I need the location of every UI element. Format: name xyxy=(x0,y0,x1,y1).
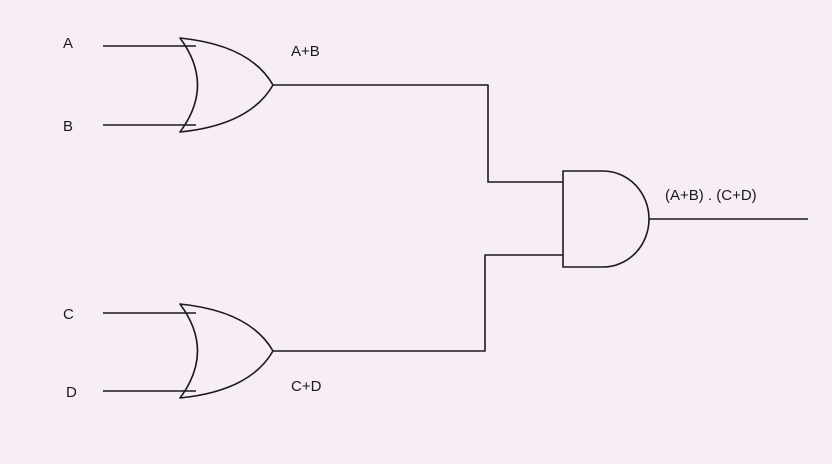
wire-or-ab-to-and xyxy=(273,84,563,183)
input-label-c: C xyxy=(63,306,74,323)
input-label-b: B xyxy=(63,118,73,135)
input-label-d: D xyxy=(66,384,77,401)
or-gate-cd xyxy=(179,303,274,399)
or-cd-output-label: C+D xyxy=(291,378,322,395)
or-gate-ab xyxy=(179,37,274,133)
and-output-label: (A+B) . (C+D) xyxy=(665,187,757,204)
and-gate xyxy=(562,170,650,268)
wire-or-cd-to-and xyxy=(273,254,563,352)
input-label-a: A xyxy=(63,35,73,52)
or-ab-output-label: A+B xyxy=(291,43,320,60)
